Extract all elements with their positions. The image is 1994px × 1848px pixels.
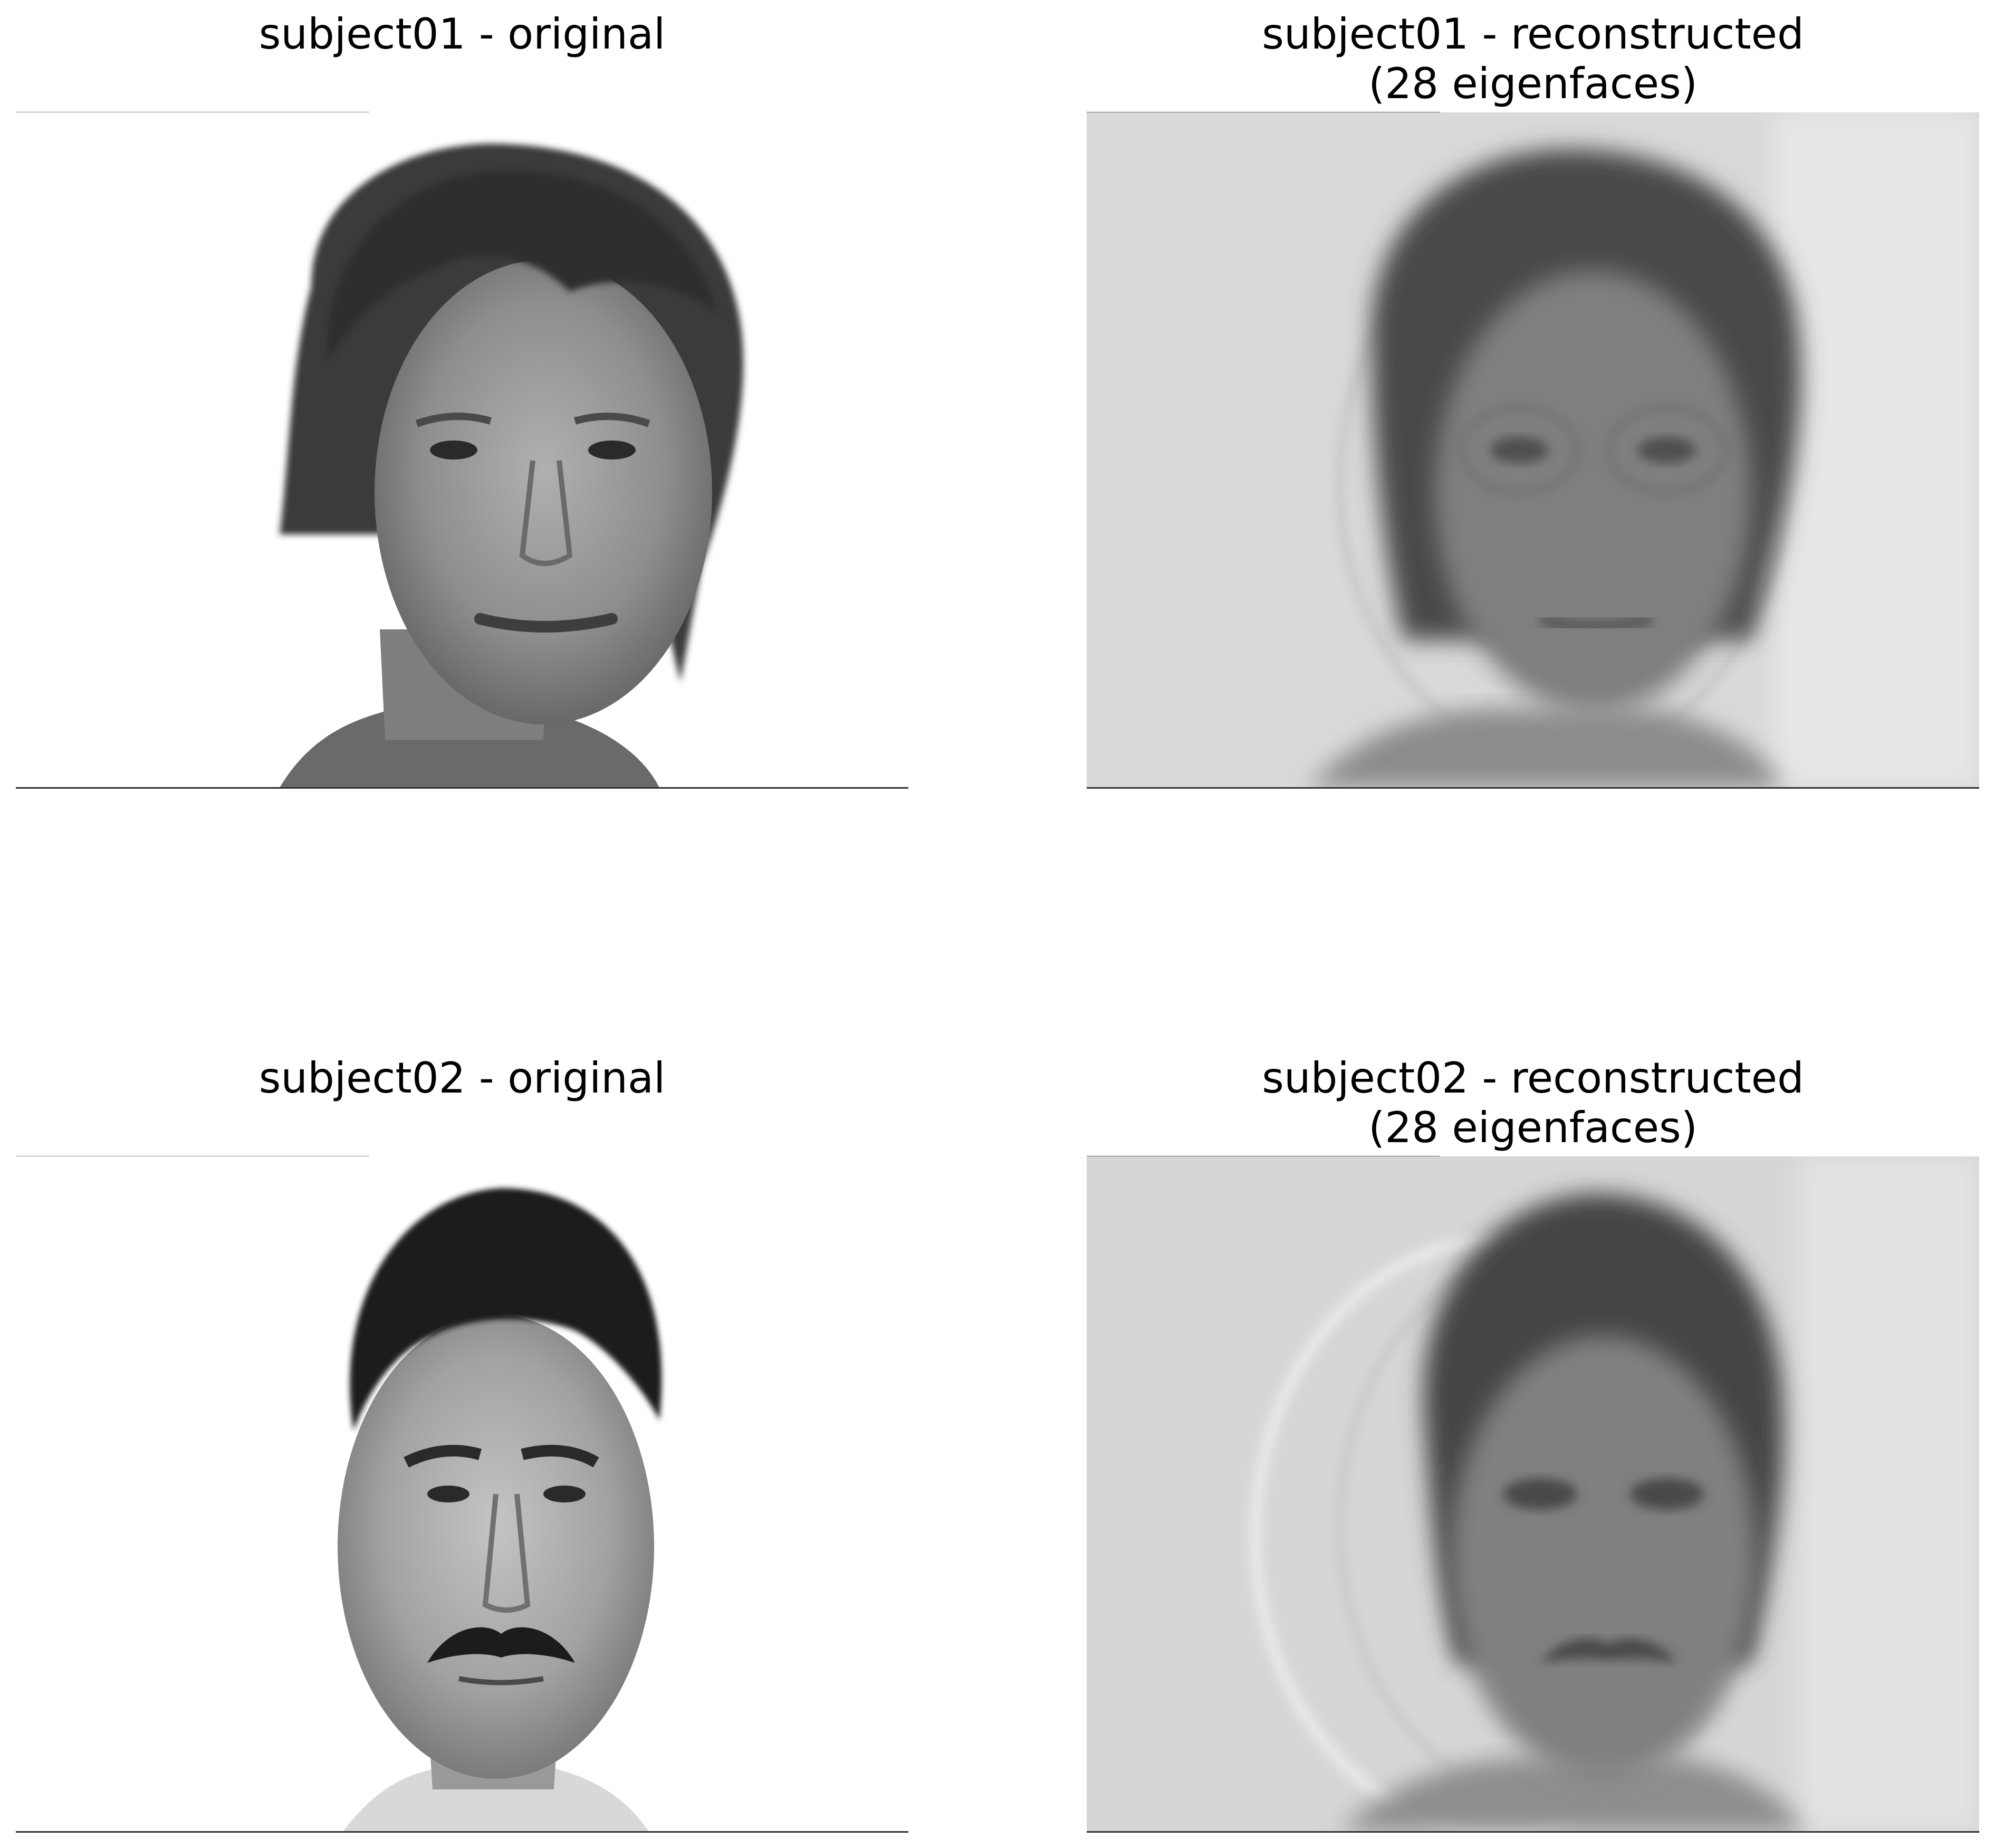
- bottom-axis-line: [16, 1831, 908, 1833]
- panel-title-subject01-original: subject01 - original: [258, 9, 666, 59]
- panel-title-subject02-reconstructed: subject02 - reconstructed (28 eigenfaces…: [1262, 1054, 1804, 1152]
- panel-title-subject02-original: subject02 - original: [258, 1054, 666, 1103]
- face-image-subject02-reconstructed: [1087, 1156, 1979, 1832]
- bottom-axis-line: [1087, 787, 1979, 789]
- face-image-subject02-original: [16, 1156, 908, 1832]
- bottom-axis-line: [16, 787, 908, 789]
- panel-title-subject01-reconstructed: subject01 - reconstructed (28 eigenfaces…: [1262, 9, 1804, 108]
- bottom-axis-line: [1087, 1831, 1979, 1833]
- face-image-subject01-original: [16, 112, 908, 788]
- face-image-subject01-reconstructed: [1087, 112, 1979, 788]
